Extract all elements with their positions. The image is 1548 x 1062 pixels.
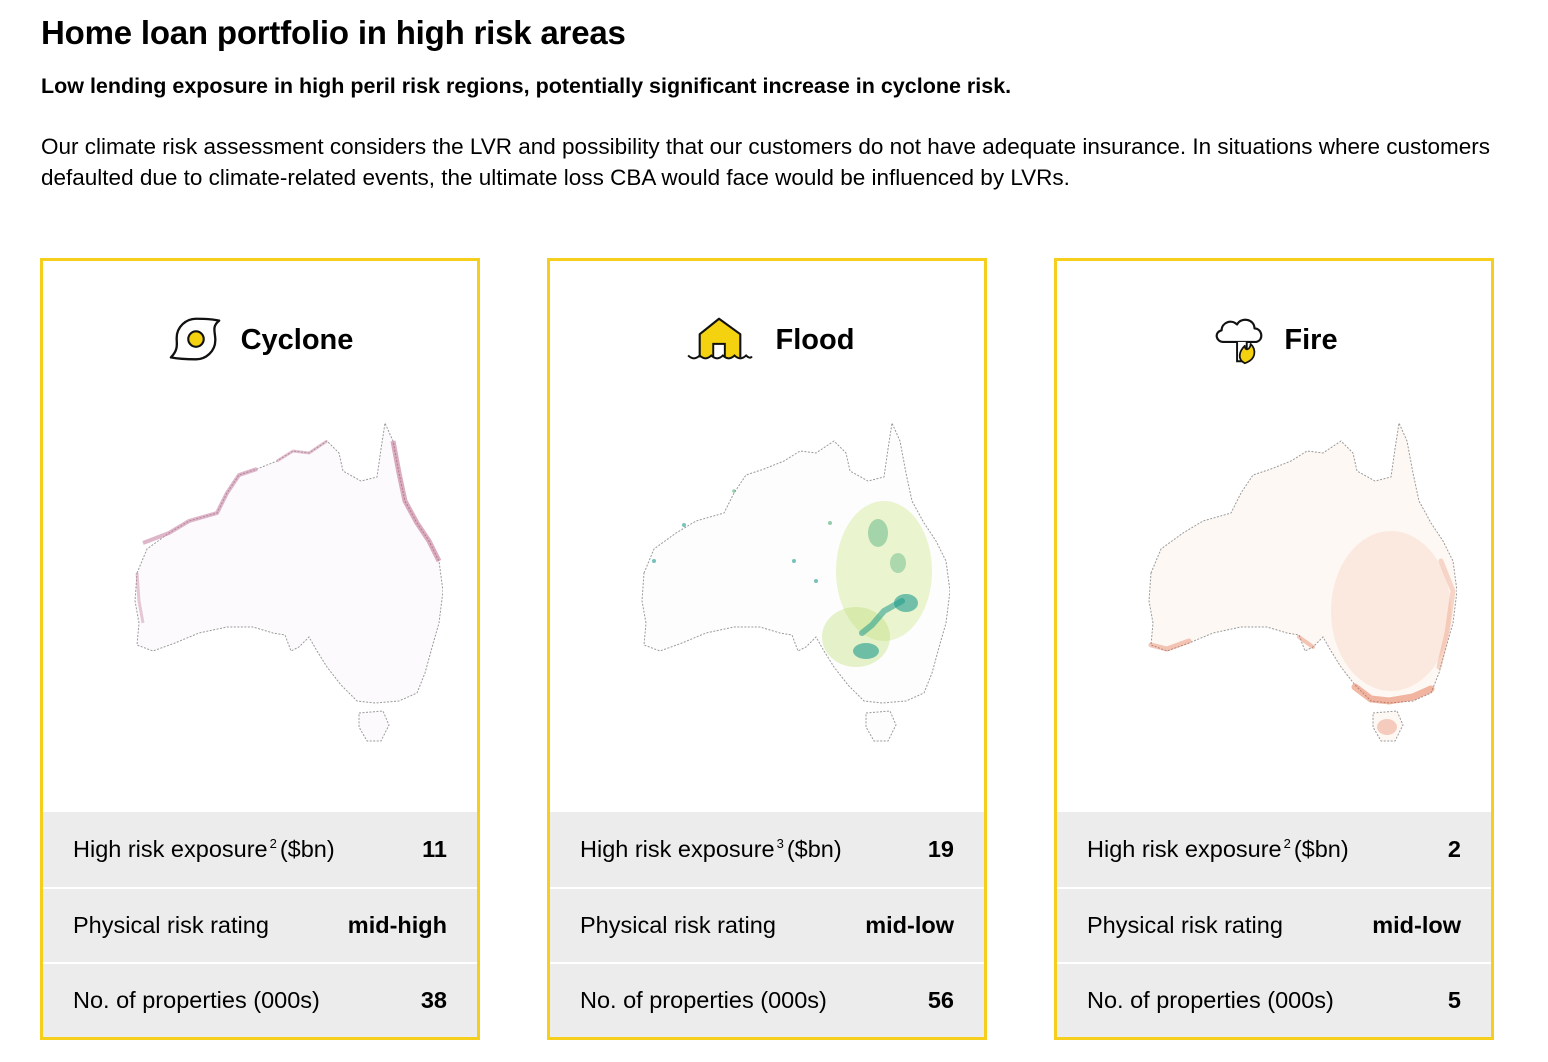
stat-label: High risk exposure 2 ($bn) [73,836,335,862]
stat-row-properties: No. of properties (000s) 38 [43,962,477,1037]
stat-value: 5 [1447,987,1461,1013]
stat-value: 38 [420,987,447,1013]
flood-house-icon [686,317,753,360]
fire-cloud-icon [1216,318,1263,365]
stat-value: mid-high [347,912,447,938]
australia-cyclone-map [134,422,443,742]
stat-row-exposure: High risk exposure 3 ($bn) 19 [550,812,984,887]
stat-value: mid-low [1372,912,1461,938]
stat-label: No. of properties (000s) [73,987,320,1013]
stats-table: High risk exposure 2 ($bn) 2 Physical risk… [1057,812,1491,1037]
australia-fire-map [1148,422,1457,742]
stat-label: No. of properties (000s) [580,987,827,1013]
intro-paragraph: Our climate risk assessment considers th… [41,134,1491,190]
stat-label: High risk exposure 2 ($bn) [1087,836,1349,862]
card-header: Flood [550,311,984,369]
card-title: Flood [775,323,855,356]
stat-label: No. of properties (000s) [1087,987,1334,1013]
stat-label: Physical risk rating [73,912,269,938]
stats-table: High risk exposure 3 ($bn) 19 Physical ris… [550,812,984,1037]
stat-row-rating: Physical risk rating mid-high [43,887,477,962]
page-subtitle: Low lending exposure in high peril risk … [41,74,1012,98]
stat-row-exposure: High risk exposure 2 ($bn) 11 [43,812,477,887]
footnote-marker: 3 [776,836,784,851]
stat-label: Physical risk rating [1087,912,1283,938]
cyclone-icon [169,317,220,361]
stat-row-rating: Physical risk rating mid-low [550,887,984,962]
card-flood: Flood High risk exposure 3 ($bn) 19 Physic… [547,258,987,1040]
footnote-marker: 2 [269,836,277,851]
card-title: Cyclone [240,323,354,356]
stat-row-properties: No. of properties (000s) 56 [550,962,984,1037]
footnote-marker: 2 [1283,836,1291,851]
australia-flood-map [641,422,950,742]
stat-label: High risk exposure 3 ($bn) [580,836,842,862]
stat-row-properties: No. of properties (000s) 5 [1057,962,1491,1037]
stat-row-rating: Physical risk rating mid-low [1057,887,1491,962]
card-fire: Fire High risk exposure 2 ($bn) 2 Physical… [1054,258,1494,1040]
page-title: Home loan portfolio in high risk areas [41,14,626,51]
card-cyclone: Cyclone High risk exposure 2 ($bn) 11 Phys… [40,258,480,1040]
card-header: Cyclone [43,311,477,369]
card-title: Fire [1284,323,1338,356]
stat-label: Physical risk rating [580,912,776,938]
stat-value: 56 [927,987,954,1013]
stats-table: High risk exposure 2 ($bn) 11 Physical ris… [43,812,477,1037]
stat-value: 2 [1447,836,1461,862]
stat-value: mid-low [865,912,954,938]
stat-value: 11 [422,836,447,862]
stat-row-exposure: High risk exposure 2 ($bn) 2 [1057,812,1491,887]
card-header: Fire [1057,311,1491,369]
stat-value: 19 [927,836,954,862]
